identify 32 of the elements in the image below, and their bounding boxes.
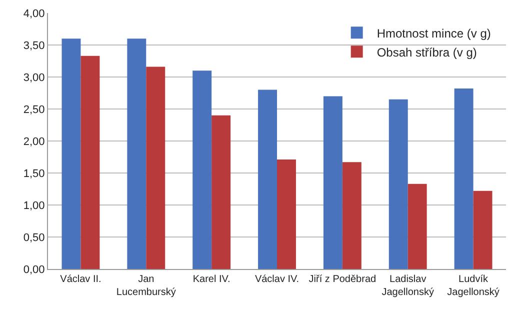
bar xyxy=(146,66,166,269)
x-tick-label: Václav IV. xyxy=(254,274,300,285)
y-tick-label: 0,00 xyxy=(23,264,45,276)
bar xyxy=(323,96,342,269)
x-tick-label: Jiří z Poděbrad xyxy=(308,274,376,285)
x-tick-label: Václav II. xyxy=(60,274,102,285)
x-tick-label: Jan Lucemburský xyxy=(116,274,176,298)
y-tick-label: 2,00 xyxy=(23,136,45,148)
legend-label: Hmotnost mince (v g) xyxy=(376,26,491,40)
bar xyxy=(80,56,100,269)
bar xyxy=(388,99,408,269)
y-tick-label: 3,50 xyxy=(23,40,45,52)
y-tick-label: 0,50 xyxy=(23,232,45,244)
bar xyxy=(212,115,231,269)
bar xyxy=(408,184,427,269)
bar xyxy=(62,38,81,269)
bar xyxy=(454,88,474,269)
y-tick-label: 1,50 xyxy=(23,168,45,180)
x-tick-label: Karel IV. xyxy=(192,274,230,285)
y-tick-label: 4,00 xyxy=(23,8,45,20)
y-tick-label: 2,50 xyxy=(23,104,45,116)
y-tick-label: 1,00 xyxy=(23,200,45,212)
bar xyxy=(277,160,296,269)
legend-label: Obsah stříbra (v g) xyxy=(376,45,477,60)
y-tick-label: 3,00 xyxy=(23,72,45,84)
x-tick-label: Ladislav Jagellonský xyxy=(382,274,434,298)
bar xyxy=(258,90,277,269)
x-tick-label: Ludvík Jagellonský xyxy=(447,274,500,298)
bar xyxy=(127,38,146,269)
bar xyxy=(342,162,362,269)
bar xyxy=(473,190,492,269)
bar xyxy=(192,70,212,269)
